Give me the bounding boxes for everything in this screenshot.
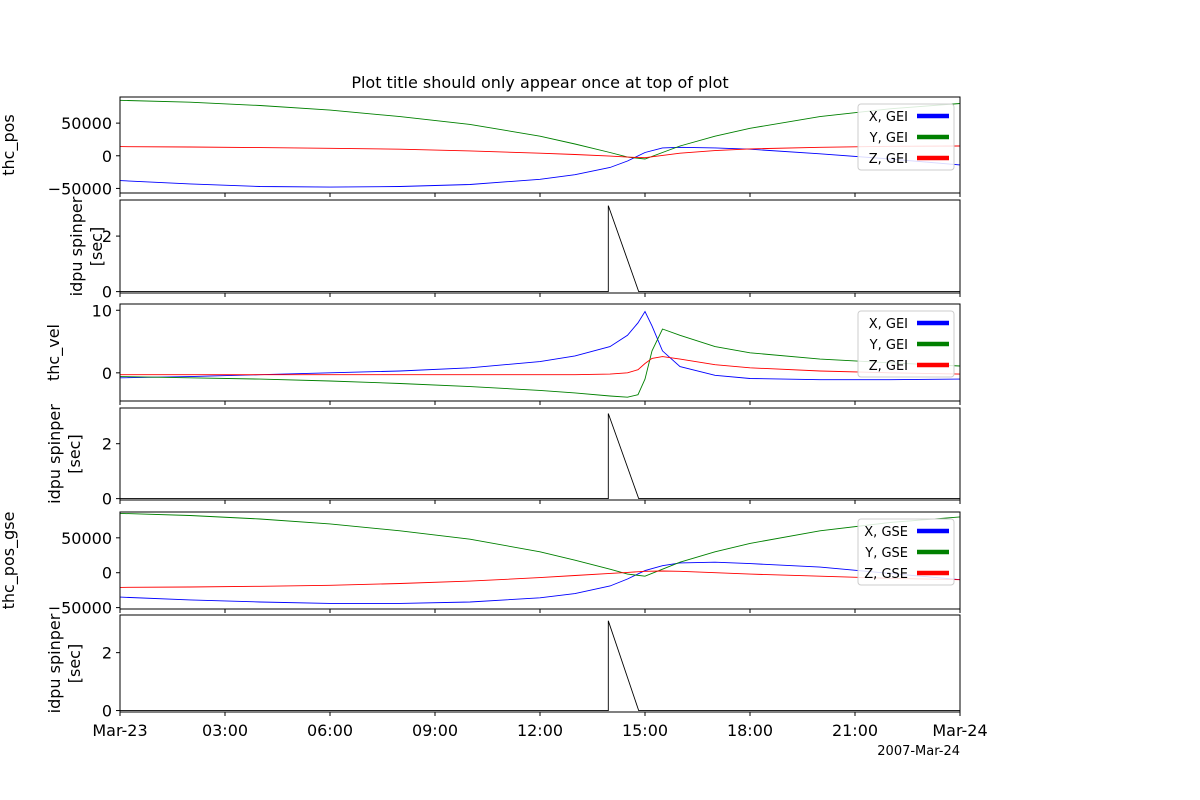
y-tick-label: 0 xyxy=(102,490,112,509)
series-group xyxy=(120,413,960,500)
y-axis-label: thc_vel xyxy=(44,324,64,381)
y-axis-unit-label: [sec] xyxy=(65,434,84,473)
y-tick-label: 0 xyxy=(102,702,112,721)
x-tick-label: Mar-23 xyxy=(92,721,147,740)
panel-4: 0 2 idpu spinper [sec] xyxy=(45,404,961,509)
y-tick-label: 2 xyxy=(102,644,112,663)
x-axis-date-label: 2007-Mar-24 xyxy=(877,744,960,759)
series-group xyxy=(120,99,960,188)
x-tick-label: 06:00 xyxy=(307,721,353,740)
series-line-y-gei xyxy=(120,99,960,160)
y-tick-label: 0 xyxy=(102,283,112,302)
panel-frame xyxy=(119,96,961,194)
x-axis: Mar-23 03:00 06:00 09:00 12:00 15:00 18:00 21:0… xyxy=(92,721,987,740)
series-line-x-gei xyxy=(120,310,960,381)
legend-label: Z, GEI xyxy=(869,359,908,374)
y-tick-label: 0 xyxy=(102,147,112,166)
y-axis-label: idpu spinper xyxy=(67,196,86,296)
x-tick-label: 09:00 xyxy=(412,721,458,740)
y-axis-label: idpu spinper xyxy=(45,404,64,504)
panel-3: 0 10 thc_vel X, GEI Y, GEI Z, GEI xyxy=(44,301,961,405)
series-group xyxy=(120,310,960,398)
y-axis-label: thc_pos xyxy=(0,114,19,176)
legend-label: Z, GSE xyxy=(864,567,908,582)
y-axis-unit-label: [sec] xyxy=(65,644,84,683)
series-line-spinper xyxy=(120,413,960,500)
series-line-y-gei xyxy=(120,328,960,398)
y-tick-label: −50000 xyxy=(48,599,112,618)
series-group xyxy=(120,620,960,712)
legend-label: X, GSE xyxy=(864,525,908,540)
x-tick-label: 12:00 xyxy=(517,721,563,740)
y-tick-label: 10 xyxy=(92,301,112,320)
series-line-spinper xyxy=(120,205,960,293)
legend-label: Y, GEI xyxy=(869,131,908,146)
legend-label: Z, GEI xyxy=(869,152,908,167)
y-axis-label: thc_pos_gse xyxy=(0,512,19,610)
legend: X, GEI Y, GEI Z, GEI xyxy=(857,103,955,171)
series-line-x-gei xyxy=(120,146,960,188)
series-line-spinper xyxy=(120,620,960,712)
y-tick-label: −50000 xyxy=(48,179,112,198)
y-tick-label: 0 xyxy=(102,364,112,383)
series-line-z-gse xyxy=(120,570,960,588)
panel-frame xyxy=(119,407,961,501)
legend-label: Y, GEI xyxy=(869,338,908,353)
series-line-x-gse xyxy=(120,561,960,604)
legend-box xyxy=(857,310,955,378)
panel-frame xyxy=(119,511,961,610)
panel-2: 0 2 idpu spinper [sec] xyxy=(67,196,961,302)
y-tick-label: 50000 xyxy=(61,529,112,548)
y-tick-label: 2 xyxy=(102,227,112,246)
series-line-z-gei xyxy=(120,356,960,376)
panel-frame xyxy=(119,303,961,402)
y-tick-label: 0 xyxy=(102,564,112,583)
x-tick-label: 15:00 xyxy=(622,721,668,740)
legend-label: X, GEI xyxy=(869,110,908,125)
y-axis-label: idpu spinper xyxy=(45,613,64,713)
series-group xyxy=(120,205,960,293)
legend-label: X, GEI xyxy=(869,317,908,332)
legend: X, GEI Y, GEI Z, GEI xyxy=(857,310,955,378)
panel-frame xyxy=(119,614,961,713)
x-tick-label: 18:00 xyxy=(727,721,773,740)
chart-title: Plot title should only appear once at to… xyxy=(351,73,728,92)
series-line-z-gei xyxy=(120,145,960,159)
y-tick-label: 2 xyxy=(102,435,112,454)
series-group xyxy=(120,512,960,604)
panel-1: −50000 0 50000 thc_pos X, GEI Y, GEI Z, GEI xyxy=(0,96,961,198)
y-axis-unit-label: [sec] xyxy=(87,227,106,266)
legend-box xyxy=(857,518,955,586)
x-tick-label: Mar-24 xyxy=(932,721,987,740)
legend: X, GSE Y, GSE Z, GSE xyxy=(857,518,955,586)
y-tick-label: 50000 xyxy=(61,114,112,133)
x-tick-label: 03:00 xyxy=(202,721,248,740)
panel-6: 0 2 idpu spinper [sec] xyxy=(45,613,961,721)
legend-label: Y, GSE xyxy=(864,546,908,561)
panel-frame xyxy=(119,199,961,294)
x-tick-label: 21:00 xyxy=(832,721,878,740)
legend-box xyxy=(857,103,955,171)
panel-5: −50000 0 50000 thc_pos_gse X, GSE Y, GSE Z, GS… xyxy=(0,511,961,618)
series-line-y-gse xyxy=(120,512,960,577)
